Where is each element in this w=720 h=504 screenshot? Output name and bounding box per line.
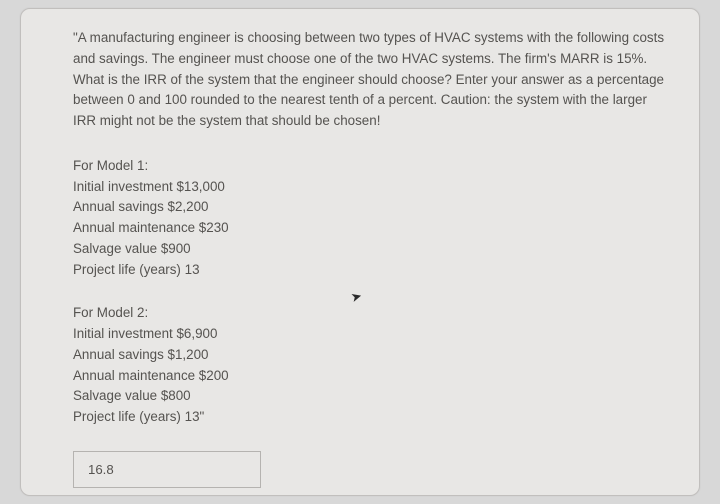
model-2-header: For Model 2: xyxy=(73,303,669,324)
model-2-line: Annual savings $1,200 xyxy=(73,345,669,366)
model-2-line: Initial investment $6,900 xyxy=(73,324,669,345)
question-text: "A manufacturing engineer is choosing be… xyxy=(73,28,669,132)
question-card: "A manufacturing engineer is choosing be… xyxy=(20,8,700,496)
model-2-block: For Model 2: Initial investment $6,900 A… xyxy=(73,303,669,428)
model-2-line: Project life (years) 13" xyxy=(73,407,669,428)
model-1-line: Initial investment $13,000 xyxy=(73,177,669,198)
answer-input[interactable]: 16.8 xyxy=(73,451,261,488)
model-1-line: Annual maintenance $230 xyxy=(73,218,669,239)
model-2-line: Annual maintenance $200 xyxy=(73,366,669,387)
model-1-line: Annual savings $2,200 xyxy=(73,197,669,218)
model-1-line: Salvage value $900 xyxy=(73,239,669,260)
model-2-line: Salvage value $800 xyxy=(73,386,669,407)
model-1-header: For Model 1: xyxy=(73,156,669,177)
model-1-line: Project life (years) 13 xyxy=(73,260,669,281)
model-1-block: For Model 1: Initial investment $13,000 … xyxy=(73,156,669,281)
